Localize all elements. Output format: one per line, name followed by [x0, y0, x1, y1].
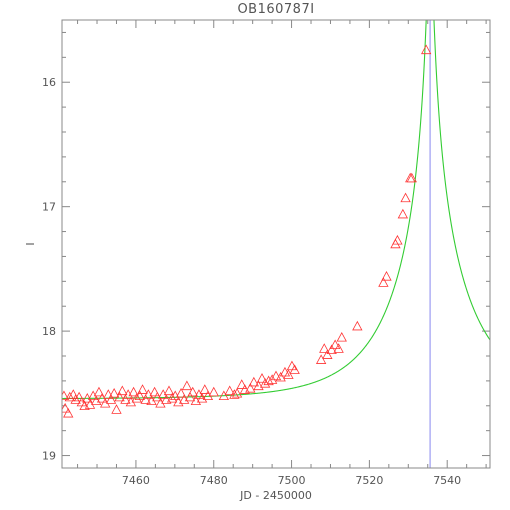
data-point — [224, 385, 235, 396]
data-point — [275, 371, 286, 382]
model-fit-curve — [62, 20, 490, 400]
data-point — [155, 397, 166, 408]
data-point — [236, 379, 247, 389]
data-point — [62, 402, 71, 413]
data-point — [157, 389, 169, 399]
y-tick-label: 16 — [42, 76, 56, 89]
data-point — [140, 394, 151, 404]
data-point — [117, 385, 128, 396]
data-point — [62, 390, 70, 401]
chart-title: OB160787I — [237, 2, 314, 17]
x-tick-label: 7500 — [278, 474, 306, 487]
data-point — [93, 386, 105, 397]
plot-region — [62, 20, 490, 468]
data-point — [70, 394, 81, 404]
data-point — [245, 383, 256, 393]
data-point — [319, 343, 330, 353]
data-point — [390, 238, 401, 249]
x-tick-label: 7460 — [122, 474, 150, 487]
data-point — [322, 349, 333, 359]
data-point — [202, 390, 214, 401]
x-axis-label: JD - 2450000 — [239, 489, 312, 502]
data-point — [73, 391, 85, 402]
data-point — [405, 172, 416, 183]
data-point — [64, 391, 75, 402]
data-point — [105, 394, 117, 404]
data-point — [184, 391, 196, 402]
data-point — [392, 234, 403, 245]
data-point — [187, 386, 198, 397]
data-points — [62, 44, 432, 418]
data-point — [248, 376, 259, 387]
axis-ticks — [62, 20, 490, 468]
plot-frame — [61, 19, 491, 469]
data-point — [137, 384, 148, 394]
y-axis-label: I — [24, 242, 37, 245]
data-point — [229, 389, 240, 399]
data-point — [283, 369, 294, 379]
data-point — [103, 389, 114, 399]
data-point — [289, 364, 300, 374]
data-point — [134, 390, 145, 401]
data-point — [406, 172, 417, 183]
data-point — [181, 380, 193, 391]
x-tick-label: 7480 — [200, 474, 228, 487]
data-point — [397, 208, 409, 219]
data-point — [352, 320, 363, 331]
data-point — [114, 391, 125, 402]
y-tick-label: 18 — [42, 325, 56, 338]
data-point — [128, 386, 139, 397]
data-point — [63, 407, 74, 418]
data-point — [149, 386, 160, 397]
data-point — [111, 404, 122, 414]
data-point — [166, 392, 178, 403]
y-tick-label: 19 — [42, 450, 56, 463]
data-point — [259, 378, 271, 388]
data-point — [108, 387, 120, 398]
data-point — [263, 375, 274, 386]
data-point — [421, 44, 432, 55]
data-point — [193, 389, 205, 399]
data-point — [161, 394, 172, 404]
data-point — [175, 387, 187, 398]
data-point — [326, 344, 337, 355]
axis-tick-labels: 7460 7480 7500 7520 7540 16 17 18 19 — [42, 76, 461, 487]
data-point — [199, 384, 210, 394]
data-point — [163, 385, 175, 396]
data-point — [100, 397, 111, 408]
data-point — [400, 192, 411, 203]
data-point — [266, 374, 278, 384]
data-point — [378, 277, 389, 287]
data-point — [333, 343, 344, 353]
x-tick-label: 7520 — [355, 474, 383, 487]
data-point — [208, 386, 219, 397]
y-tick-label: 17 — [42, 201, 56, 214]
data-point — [270, 370, 282, 381]
data-point — [218, 390, 230, 401]
data-point — [315, 354, 327, 364]
data-point — [68, 389, 79, 399]
data-point — [256, 373, 268, 383]
data-point — [231, 387, 243, 398]
data-point — [253, 380, 264, 391]
data-point — [329, 339, 341, 350]
x-tick-label: 7540 — [433, 474, 461, 487]
data-point — [131, 392, 142, 403]
data-point — [146, 395, 157, 406]
data-point — [381, 271, 392, 281]
data-point — [125, 396, 137, 407]
data-point — [120, 394, 131, 404]
data-point — [336, 331, 347, 342]
data-point — [87, 390, 99, 401]
